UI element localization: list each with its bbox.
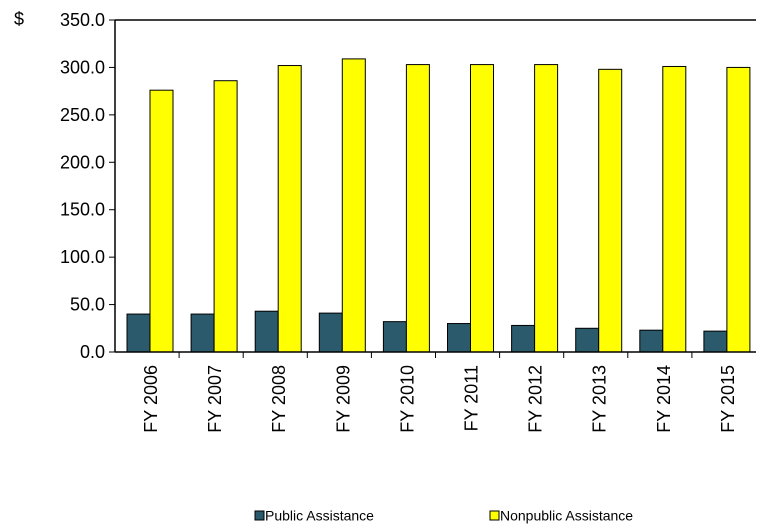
bar-nonpublic-assistance [534, 64, 559, 353]
bar-public-assistance [703, 330, 728, 353]
bar-public-assistance [511, 324, 536, 353]
legend-swatch-public-assistance [254, 510, 265, 521]
bar-public-assistance [575, 327, 600, 353]
y-tick-label: 250.0 [60, 105, 105, 125]
bar-nonpublic-assistance [470, 64, 494, 353]
bar-nonpublic-assistance [277, 65, 302, 353]
bars [126, 58, 751, 353]
bar-nonpublic-assistance [598, 68, 623, 353]
bar-public-assistance [447, 323, 471, 353]
bar-public-assistance [126, 313, 151, 353]
legend-label-public-assistance: Public Assistance [265, 508, 374, 524]
bar-public-assistance [639, 329, 664, 353]
x-category-label: FY 2009 [333, 365, 353, 433]
axes [114, 19, 756, 358]
y-tick-label: 100.0 [60, 247, 105, 267]
x-category-label: FY 2013 [590, 365, 610, 433]
legend-swatch-nonpublic-assistance [489, 510, 500, 521]
x-category-label: FY 2011 [462, 365, 482, 431]
y-axis-ticks: 0.0 50.0 100.0 150.0 200.0 250.0 300.0 350.0 [60, 10, 115, 362]
bar-public-assistance [318, 312, 343, 353]
x-category-label: FY 2015 [718, 365, 738, 433]
bar-nonpublic-assistance [213, 80, 238, 353]
y-tick-label: 350.0 [60, 10, 105, 30]
legend: Public Assistance Nonpublic Assistance [254, 508, 633, 524]
bar-nonpublic-assistance [405, 64, 430, 353]
y-tick-label: 200.0 [60, 152, 105, 172]
bar-public-assistance [190, 313, 215, 353]
y-axis-unit-prefix: $ [14, 9, 24, 29]
x-category-label: FY 2008 [269, 365, 289, 433]
bar-nonpublic-assistance [726, 66, 751, 353]
bar-public-assistance [382, 321, 407, 353]
y-tick-label: 150.0 [60, 200, 105, 220]
bar-nonpublic-assistance [149, 89, 174, 353]
y-tick-label: 50.0 [70, 295, 105, 315]
x-axis-category-labels: FY 2006 FY 2007 FY 2008 FY 2009 FY 2010 FY 20… [141, 365, 738, 433]
x-category-label: FY 2010 [397, 365, 417, 433]
bar-nonpublic-assistance [341, 58, 366, 353]
bar-nonpublic-assistance [662, 65, 687, 353]
x-category-label: FY 2006 [141, 365, 161, 433]
y-tick-label: 0.0 [80, 342, 105, 362]
x-category-label: FY 2012 [526, 365, 546, 433]
legend-label-nonpublic-assistance: Nonpublic Assistance [500, 508, 633, 524]
y-tick-label: 300.0 [60, 57, 105, 77]
x-category-label: FY 2014 [654, 365, 674, 433]
x-category-label: FY 2007 [205, 365, 225, 433]
bar-public-assistance [254, 310, 279, 353]
